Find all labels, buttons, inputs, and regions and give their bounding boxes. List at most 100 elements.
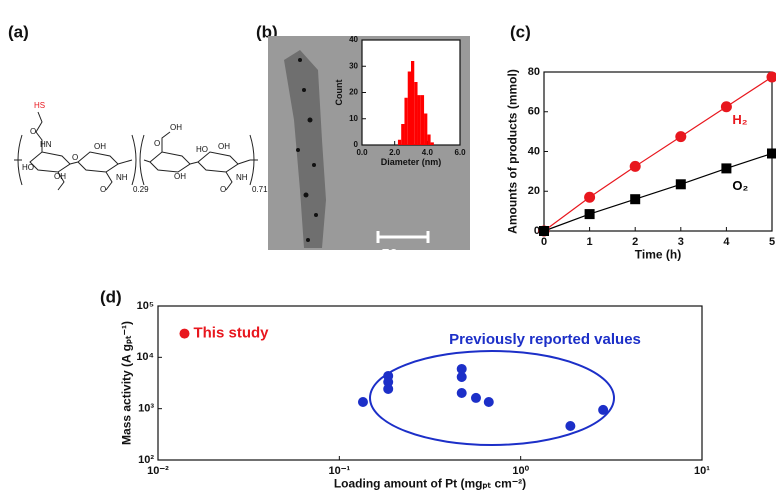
point [383,384,393,394]
point [179,329,189,339]
series-label: Previously reported values [449,331,641,348]
ring [30,152,70,172]
scale-bar-label: 50 nm [381,246,424,263]
marker [539,226,549,236]
x-tick-label: 5 [769,236,775,248]
marker [721,101,732,112]
x-tick-label: 4.0 [422,148,434,157]
x-tick-label: 10⁰ [512,465,529,477]
atom-label: OH [94,142,106,151]
bracket [132,135,136,185]
subscript: 0.71 [252,185,268,194]
x-axis-label: Diameter (nm) [381,157,442,167]
histogram-bar [431,142,434,145]
point [598,405,608,415]
point [358,397,368,407]
tem-image: 50 nm [268,36,470,263]
atom-label: HO [196,145,208,154]
histogram-bar [418,95,421,145]
point [565,421,575,431]
x-tick-label: 4 [723,236,730,248]
ring [198,152,238,172]
x-tick-label: 0 [541,236,547,248]
panel-label: (a) [8,22,29,41]
atom-label: HN [40,140,52,149]
y-tick-label: 60 [528,106,540,118]
y-tick-label: 10² [138,454,154,466]
y-tick-label: 80 [528,66,540,78]
y-tick-label: 40 [349,35,358,44]
bond [70,160,250,164]
point [457,372,467,382]
histogram-bar [414,82,417,145]
marker [585,209,595,219]
atom-label: NH [236,173,248,182]
x-tick-label: 2 [632,236,638,248]
panel-label: (d) [100,287,122,306]
x-tick-label: 10⁻² [147,465,169,477]
marker [721,163,731,173]
grouping-ellipse [370,351,614,445]
atom-label: HS [34,101,45,110]
x-axis-label: Loading amount of Pt (mgₚₜ cm⁻²) [334,476,526,490]
atom-label: NH [116,173,128,182]
panel-label: (c) [510,22,531,41]
series-label: H₂ [732,112,747,127]
atom-label: O [220,185,226,194]
atom-label: OH [174,172,186,181]
x-tick-label: 3 [678,236,684,248]
bracket [140,135,144,185]
histogram-bar [408,72,411,146]
y-axis-label: Amounts of products (mmol) [505,69,519,234]
x-tick-label: 6.0 [454,148,466,157]
y-tick-label: 30 [349,61,358,70]
y-tick-label: 20 [349,88,358,97]
marker [630,194,640,204]
y-axis-label: Count [334,80,344,106]
histogram-bar [398,140,401,145]
atom-label: O [72,153,78,162]
y-tick-label: 10³ [138,403,154,415]
ring [150,152,190,172]
atom-label: OH [170,123,182,132]
marker [676,179,686,189]
y-tick-label: 20 [528,185,540,197]
atom-label: OH [218,142,230,151]
y-tick-label: 10 [349,114,358,123]
x-tick-label: 10⁻¹ [328,465,350,477]
x-tick-label: 0.0 [356,148,368,157]
point [484,397,494,407]
y-tick-label: 40 [528,145,540,157]
chemical-structure: HS O HN HO OH O OH NH O 0.29 OH O OH HO … [14,101,268,194]
x-axis-label: Time (h) [635,247,681,261]
marker [630,161,641,172]
ring [78,152,118,172]
marker [767,148,776,158]
atom-label: O [154,139,160,148]
marker [584,192,595,203]
series-line [544,77,772,231]
y-tick-label: 0 [354,140,359,149]
histogram-bar [424,114,427,146]
histogram-bar [421,95,424,145]
histogram-bar [411,61,414,145]
marker [767,71,776,82]
x-tick-label: 10¹ [694,465,710,477]
y-axis-label: Mass activity (A gₚₜ⁻¹) [119,321,133,445]
atom-label: OH [54,172,66,181]
atom-label: O [30,127,36,136]
marker [675,131,686,142]
subscript: 0.29 [133,185,149,194]
x-tick-label: 1 [587,236,593,248]
figure: (a) (b) (c) (d) HS O HN HO OH O OH NH O … [0,0,776,503]
histogram-bar [427,135,430,146]
point [457,388,467,398]
atom-label: O [100,185,106,194]
histogram-bar [404,98,407,145]
y-tick-label: 10⁵ [137,300,154,312]
x-tick-label: 2.0 [389,148,401,157]
series-label: O₂ [732,178,748,193]
y-tick-label: 10⁴ [136,351,154,363]
point [471,393,481,403]
histogram-bar [401,124,404,145]
